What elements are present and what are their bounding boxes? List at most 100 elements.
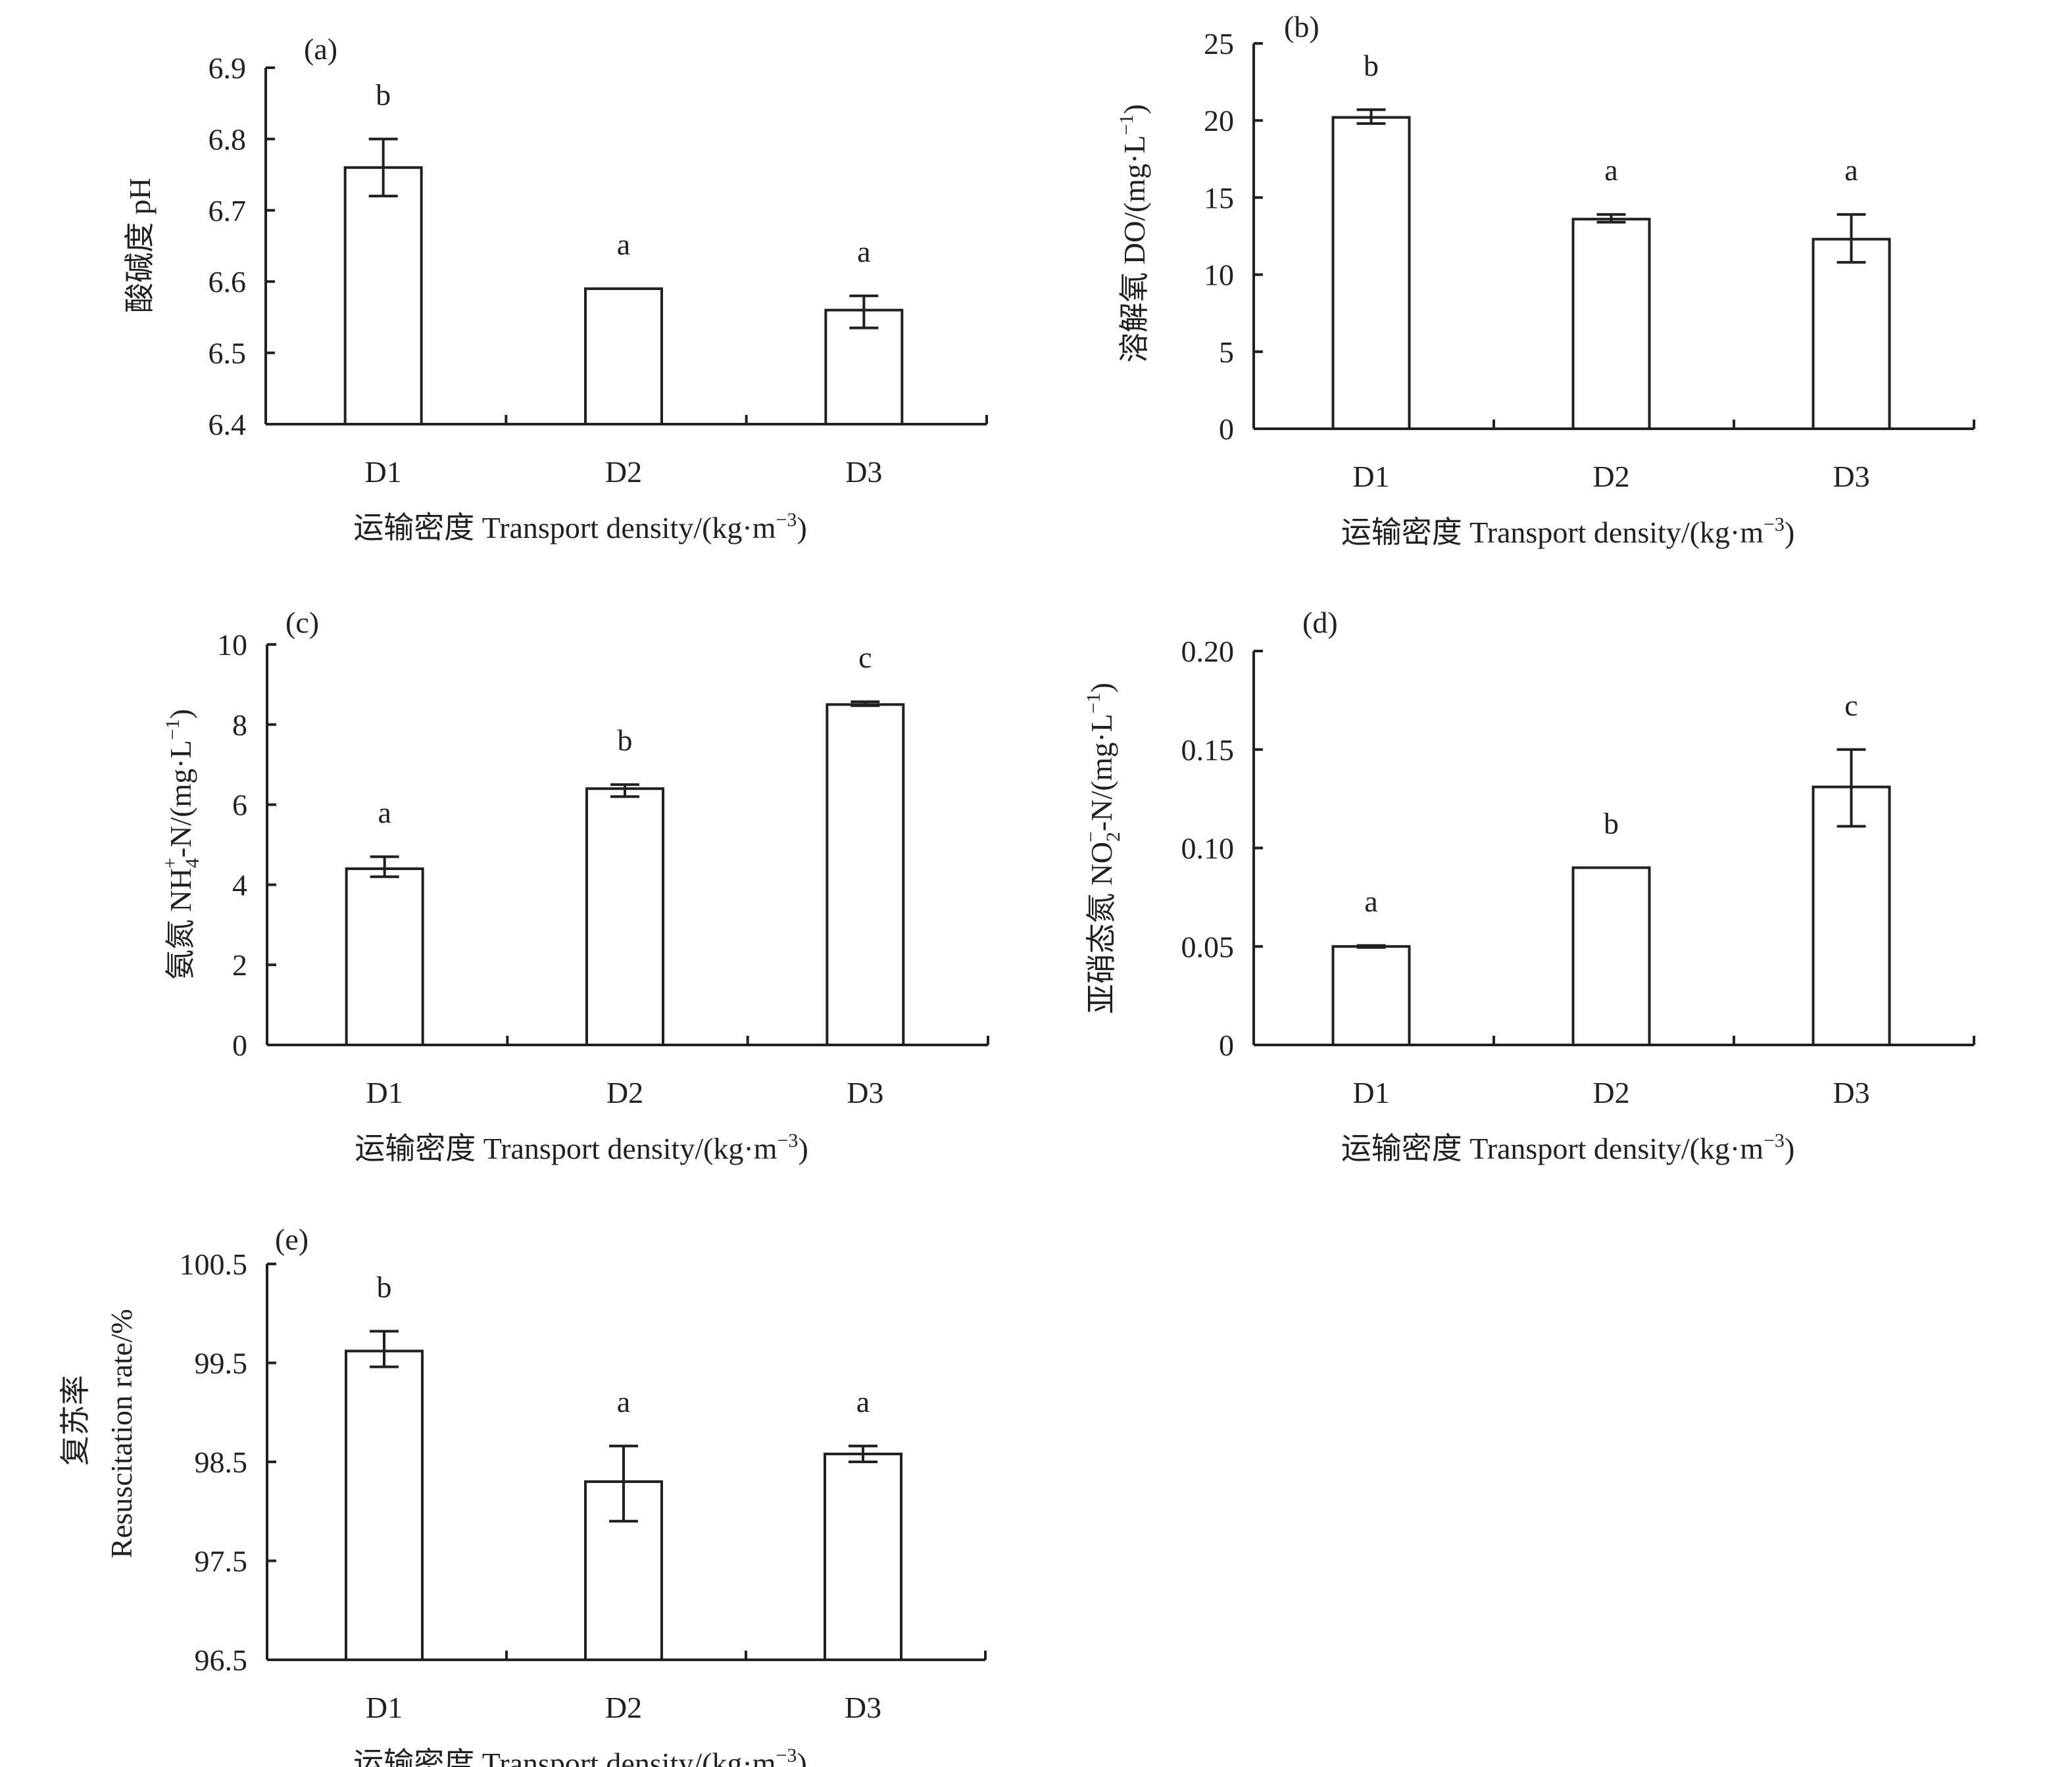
panel-c-y-tick-label: 10: [217, 628, 247, 662]
panel-c-y-axis-title-main: 氨氮 NH: [164, 868, 197, 980]
panel-e-y-tick-label: 96.5: [195, 1643, 248, 1677]
panel-c-y-axis-title: 氨氮 NH4+-N/(mg·L−1): [159, 709, 203, 980]
panel-c-y-axis-title-sup2: −1: [162, 719, 184, 740]
panel-d-significance-label: b: [1604, 806, 1619, 840]
panel-b-bar-d1: [1331, 116, 1411, 430]
panel-d-category-label: D2: [1592, 1076, 1629, 1109]
panel-c-x-axis-title: 运输密度 Transport density/(kg·m−3): [355, 1130, 808, 1165]
panel-c-y-axis-title-mid: -N/(mg·L: [164, 740, 197, 858]
panel-d-y-tick-label: 0.15: [1181, 733, 1235, 767]
panel-c: (c) 氨氮 NH4+-N/(mg·L−1) 0246810aD1bD2cD3运…: [159, 606, 989, 1165]
panel-b-bar-d2: [1571, 218, 1651, 430]
panel-e-tag: (e): [275, 1222, 308, 1256]
panel-a-y-tick-label: 6.8: [209, 122, 247, 156]
panel-a-x-axis-title-main: 运输密度 Transport density/(kg·m: [353, 511, 776, 545]
panel-b-x-axis-title-sup: −3: [1764, 514, 1785, 535]
panel-c-tag: (c): [285, 606, 319, 639]
panel-e-y-tick-label: 99.5: [195, 1347, 248, 1380]
panel-c-category-label: D2: [606, 1076, 643, 1109]
panel-a-plot: 6.4 6.5 6.6 6.7 6.8 6.9 b D1 a D2 a D3 运输密度 Transpor…: [209, 51, 988, 545]
panel-c-significance-label: a: [378, 796, 391, 829]
panel-c-y-tick-label: 2: [232, 948, 247, 982]
panel-c-bar-d2: [585, 787, 664, 1046]
panel-c-plot: 0 2 4 6 8 10 a D1 b D2 c D3 运输密度 Transport density/(…: [217, 628, 989, 1165]
panel-a-significance-label: a: [617, 228, 630, 261]
panel-e-y-axis-title-cn: 复苏率: [59, 1375, 92, 1466]
panel-b: (b) 溶解氧 DO/(mg·L−1) 0 5 10 15 20 25 b D1 a D2 a D3 运…: [1116, 10, 1975, 549]
panel-c-y-axis-title-sub: 4: [182, 858, 203, 868]
panel-b-x-axis-title-end: ): [1785, 516, 1794, 549]
panel-b-significance-label: a: [1604, 153, 1617, 187]
panel-d-y-tick-label: 0.10: [1181, 832, 1235, 865]
panel-b-y-axis-title-main: 溶解氧 DO/(mg·L: [1118, 135, 1151, 363]
panel-c-y-axis-title-sup: +: [159, 858, 181, 869]
panel-a-x-axis-title-end: ): [797, 511, 806, 545]
panel-a-bar-d1: [343, 166, 423, 425]
panel-b-x-axis-title-main: 运输密度 Transport density/(kg·m: [1341, 516, 1764, 549]
panel-e-x-axis-title-end: ): [797, 1747, 806, 1767]
panel-b-y-tick-label: 10: [1204, 258, 1234, 292]
panel-c-y-tick-label: 4: [232, 868, 247, 902]
panel-d-y-axis-title-sup2: −1: [1083, 692, 1104, 714]
panel-b-y-axis-title-sup: −1: [1116, 114, 1137, 135]
panel-d-y-tick-label: 0: [1219, 1029, 1234, 1062]
panel-a-category-label: D1: [365, 455, 402, 489]
panel-c-x-axis-title-main: 运输密度 Transport density/(kg·m: [355, 1132, 777, 1165]
panel-c-significance-label: b: [618, 723, 633, 757]
panel-d-bar-d2: [1571, 866, 1651, 1046]
panel-b-significance-label: a: [1844, 153, 1858, 187]
panel-c-significance-label: c: [858, 641, 872, 674]
panel-d-significance-label: a: [1364, 884, 1377, 918]
panel-b-category-label: D3: [1833, 460, 1869, 493]
panel-e-significance-label: b: [377, 1270, 392, 1303]
panel-d-x-axis-title-sup: −3: [1764, 1130, 1785, 1151]
panel-a-x-axis-title: 运输密度 Transport density/(kg·m−3): [353, 509, 807, 545]
panel-d-x-axis-title: 运输密度 Transport density/(kg·m−3): [1341, 1130, 1795, 1165]
panel-e-category-label: D1: [366, 1691, 403, 1724]
panel-a-category-label: D3: [845, 455, 882, 489]
panel-e-y-tick-label: 97.5: [195, 1545, 248, 1578]
panel-b-plot: 0 5 10 15 20 25 b D1 a D2 a D3 运输密度 Transport densit…: [1204, 27, 1975, 549]
panel-b-x-axis-title: 运输密度 Transport density/(kg·m−3): [1341, 514, 1795, 549]
panel-d-y-axis-title-sup: −: [1080, 831, 1102, 842]
panel-c-category-label: D3: [847, 1076, 883, 1109]
panel-b-category-label: D1: [1352, 460, 1389, 493]
panel-d-y-axis-title-end: ): [1085, 683, 1118, 692]
panel-e-category-label: D2: [605, 1691, 642, 1724]
panel-a-y-tick-label: 6.6: [209, 265, 247, 299]
panel-a-y-axis-title: 酸碱度 pH: [123, 178, 157, 313]
panel-a-significance-label: b: [376, 78, 391, 111]
panel-b-significance-label: b: [1364, 49, 1379, 82]
panel-d-y-axis-title-sub: 2: [1102, 832, 1124, 842]
panel-b-y-tick-label: 20: [1204, 104, 1234, 137]
panel-e-bar-d1: [345, 1349, 424, 1661]
panel-e: (e) 复苏率 Resuscitation rate/% 96.5 97.5 98.…: [59, 1222, 987, 1767]
panel-e-y-tick-label: 98.5: [195, 1445, 248, 1479]
panel-c-y-tick-label: 8: [232, 708, 247, 742]
panel-d-bar-d3: [1812, 785, 1891, 1047]
panel-d-y-tick-label: 0.20: [1181, 635, 1235, 668]
panel-a-y-tick-label: 6.5: [209, 337, 247, 370]
panel-a-bar-d2: [584, 287, 663, 426]
panel-c-y-tick-label: 0: [232, 1029, 247, 1062]
panel-c-y-tick-label: 6: [232, 788, 247, 822]
panel-b-y-tick-label: 0: [1219, 412, 1234, 446]
panel-c-bar-d1: [345, 867, 424, 1047]
panel-c-x-axis-title-end: ): [798, 1132, 808, 1165]
panel-d-plot: 0 0.05 0.10 0.15 0.20 a D1 b D2 c D3 运输密度 Transport…: [1181, 635, 1975, 1165]
panel-a-bar-d3: [824, 308, 904, 425]
panel-a: (a) 酸碱度 pH 6.4 6.5 6.6 6.7 6.8 6.9 b D1 a D2 a D3 运输…: [123, 32, 988, 545]
panel-d: (d) 亚硝态氮 NO2−-N/(mg·L−1) 0 0.05 0.10 0.15 0.…: [1080, 606, 1975, 1165]
panel-b-y-tick-label: 25: [1204, 27, 1234, 61]
panel-e-bar-d3: [824, 1452, 902, 1661]
panel-b-y-tick-label: 15: [1204, 181, 1234, 214]
panel-c-category-label: D1: [366, 1076, 403, 1109]
panel-d-x-axis-title-main: 运输密度 Transport density/(kg·m: [1341, 1132, 1764, 1165]
panel-d-x-axis-title-end: ): [1785, 1132, 1794, 1165]
panel-a-y-tick-label: 6.7: [209, 194, 247, 228]
panel-b-y-tick-label: 5: [1219, 335, 1234, 369]
panel-e-x-axis-title-sup: −3: [776, 1745, 797, 1766]
panel-d-category-label: D1: [1352, 1076, 1389, 1109]
panel-a-significance-label: a: [857, 235, 870, 268]
